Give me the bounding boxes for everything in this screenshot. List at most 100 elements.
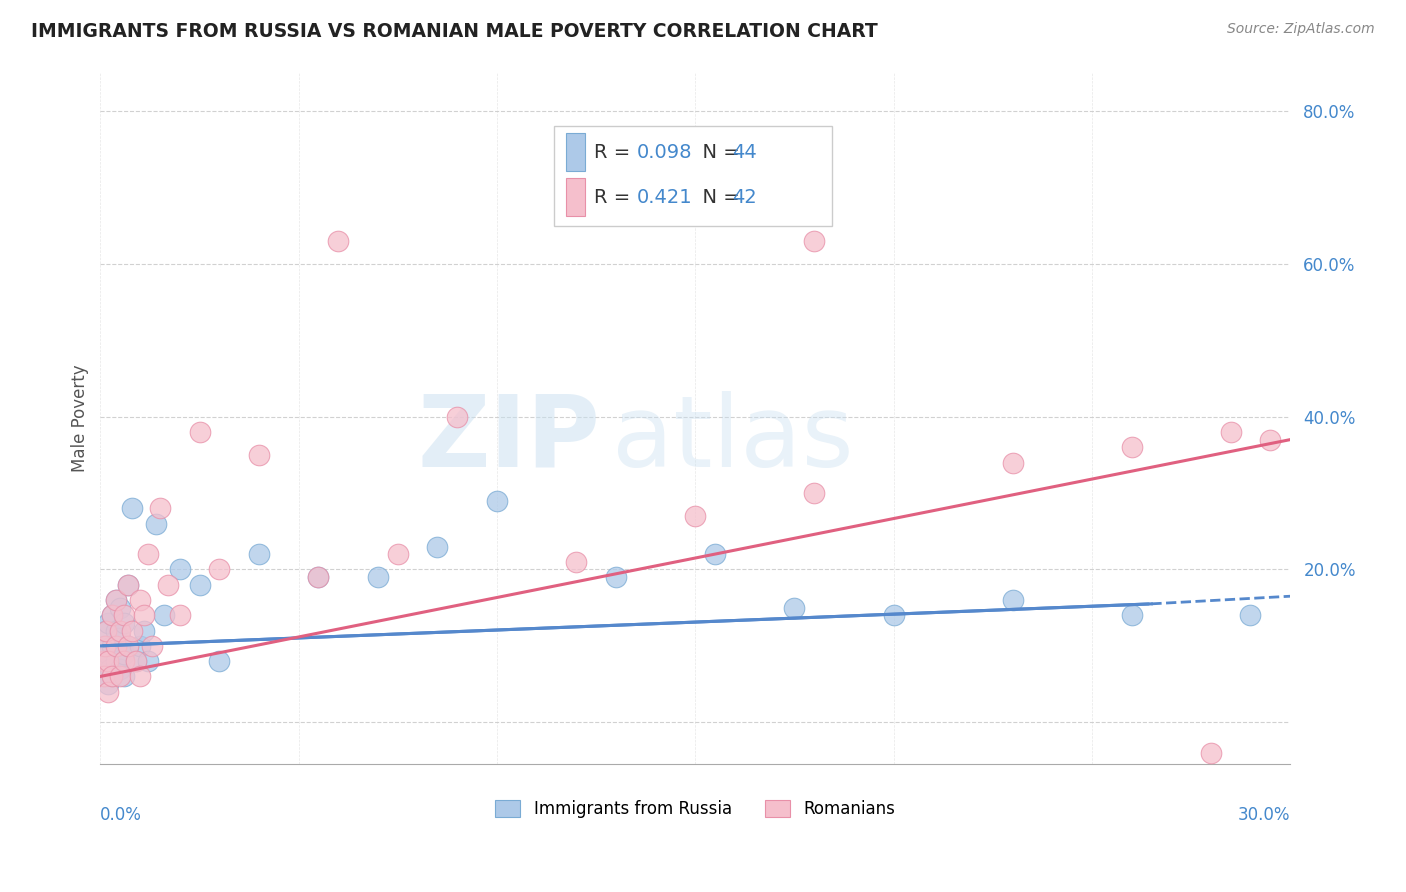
Point [94,639,117,653]
Point [605,570,627,584]
Point [96,654,118,668]
Point [101,639,124,653]
Point [108,624,131,638]
Point [1239,608,1261,623]
Point [105,624,128,638]
Point [129,593,152,607]
Text: N =: N = [690,143,745,161]
Point [97,647,120,661]
Point [169,562,191,576]
Point [101,669,124,683]
Point [1219,425,1241,439]
Point [105,639,128,653]
Point [97,677,120,691]
Point [97,684,120,698]
Point [117,578,139,592]
Text: ZIP: ZIP [418,391,600,488]
Point [132,608,155,623]
Point [101,608,124,623]
Text: 42: 42 [733,187,756,207]
Point [105,593,128,607]
Point [387,547,409,561]
Point [117,578,139,592]
Point [145,516,167,531]
Point [136,547,159,561]
Point [121,624,143,638]
Point [1121,440,1143,454]
Point [112,654,135,668]
Point [565,555,588,569]
Point [156,578,179,592]
Point [803,234,825,248]
Point [96,624,118,638]
Point [208,562,231,576]
Point [129,639,152,653]
Point [93,654,115,668]
Point [112,608,135,623]
Point [783,600,806,615]
Text: 30.0%: 30.0% [1237,805,1291,823]
Point [153,608,176,623]
Point [117,639,139,653]
Point [108,600,131,615]
Point [1121,608,1143,623]
Point [94,624,117,638]
Point [308,570,330,584]
Point [112,647,135,661]
Point [97,654,120,668]
Point [108,662,131,676]
Point [683,508,706,523]
Point [188,425,211,439]
Point [125,654,148,668]
Point [149,501,172,516]
Point [108,632,131,646]
Text: 44: 44 [733,143,756,161]
Point [704,547,727,561]
Text: N =: N = [690,187,745,207]
Point [98,662,121,676]
Point [101,669,124,683]
Point [308,570,330,584]
Text: R =: R = [595,187,637,207]
Point [247,448,270,462]
Point [247,547,270,561]
Point [125,654,148,668]
Text: R =: R = [595,143,637,161]
Point [485,493,508,508]
Point [105,654,128,668]
Point [93,639,115,653]
Point [367,570,389,584]
Point [1001,593,1024,607]
Point [1199,746,1222,760]
Y-axis label: Male Poverty: Male Poverty [72,365,89,473]
Text: atlas: atlas [612,391,853,488]
Point [1260,433,1282,447]
Text: 0.421: 0.421 [637,187,692,207]
Point [112,669,135,683]
Legend: Immigrants from Russia, Romanians: Immigrants from Russia, Romanians [495,800,896,818]
Point [121,501,143,516]
Point [446,409,468,424]
Point [117,639,139,653]
Point [132,624,155,638]
Point [101,608,124,623]
Point [328,234,350,248]
Point [97,615,120,630]
Point [141,639,163,653]
Text: Source: ZipAtlas.com: Source: ZipAtlas.com [1227,22,1375,37]
Text: 0.098: 0.098 [637,143,692,161]
Point [803,486,825,500]
Point [108,669,131,683]
Point [136,654,159,668]
Point [1001,456,1024,470]
Point [426,540,449,554]
Point [169,608,191,623]
Point [112,615,135,630]
Point [129,669,152,683]
Point [883,608,905,623]
Text: IMMIGRANTS FROM RUSSIA VS ROMANIAN MALE POVERTY CORRELATION CHART: IMMIGRANTS FROM RUSSIA VS ROMANIAN MALE … [31,22,877,41]
Point [93,669,115,683]
Point [208,654,231,668]
Point [188,578,211,592]
Text: 0.0%: 0.0% [100,805,142,823]
